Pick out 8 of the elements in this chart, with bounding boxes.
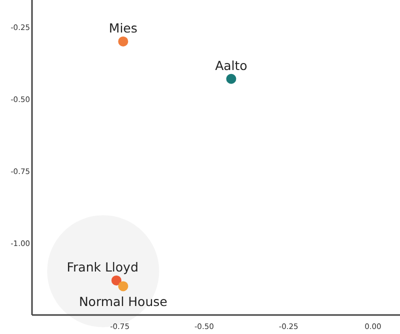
series-label: Mies (108, 20, 138, 36)
series-label: Normal House (78, 294, 168, 310)
series-label: Aalto (215, 58, 248, 73)
series-label: Frank Lloyd (66, 259, 138, 274)
point (111, 275, 122, 286)
point (118, 36, 128, 46)
point (118, 281, 128, 292)
point (226, 74, 236, 84)
